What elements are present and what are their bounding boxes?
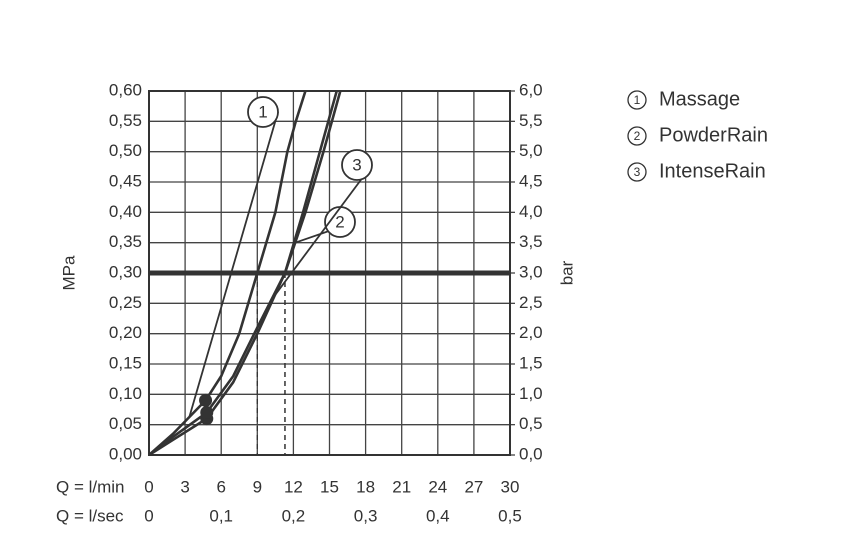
y-tick-label: 0,25 xyxy=(109,293,142,312)
x2-tick-label: 0,2 xyxy=(282,506,306,525)
y2-tick-label: 5,0 xyxy=(519,141,543,160)
y2-tick-label: 3,0 xyxy=(519,262,543,281)
y2-axis-label: bar xyxy=(557,260,576,285)
callout-circle xyxy=(247,96,279,128)
x-tick-label: 6 xyxy=(216,477,225,496)
y-tick-label: 0,15 xyxy=(109,353,142,372)
y2-tick-label: 2,0 xyxy=(519,323,543,342)
y-tick-label: 0,05 xyxy=(109,414,142,433)
marker xyxy=(200,406,214,420)
x-tick-label: 18 xyxy=(356,477,375,496)
legend-symbol xyxy=(627,90,647,110)
x-tick-label: 0 xyxy=(144,477,153,496)
legend-symbol xyxy=(627,162,647,182)
y-tick-label: 0,20 xyxy=(109,323,142,342)
x-tick-label: 21 xyxy=(392,477,411,496)
y2-tick-label: 1,0 xyxy=(519,384,543,403)
y-tick-label: 0,50 xyxy=(109,141,142,160)
y-tick-label: 0,60 xyxy=(109,80,142,99)
y2-tick-label: 2,5 xyxy=(519,293,543,312)
y2-tick-label: 0,5 xyxy=(519,414,543,433)
x-tick-label: 15 xyxy=(320,477,339,496)
x-axis-label: Q = l/min xyxy=(56,477,125,496)
y2-tick-label: 0,0 xyxy=(519,444,543,463)
legend-symbol-label: 1 xyxy=(634,93,641,107)
x-tick-label: 3 xyxy=(180,477,189,496)
y-tick-label: 0,45 xyxy=(109,171,142,190)
legend-label: IntenseRain xyxy=(659,160,766,182)
legend-label: Massage xyxy=(659,88,740,110)
x-tick-label: 9 xyxy=(253,477,262,496)
x2-axis-label: Q = l/sec xyxy=(56,506,124,525)
y2-tick-label: 4,0 xyxy=(519,202,543,221)
callout-leader xyxy=(188,111,279,418)
x2-tick-label: 0,3 xyxy=(354,506,378,525)
series-line xyxy=(148,90,338,457)
y-tick-label: 0,30 xyxy=(109,262,142,281)
legend-symbol-label: 2 xyxy=(634,129,641,143)
x2-tick-label: 0 xyxy=(144,506,153,525)
callout-label: 3 xyxy=(352,155,361,174)
legend-label: PowderRain xyxy=(659,124,768,146)
callout-label: 1 xyxy=(258,102,267,121)
series-line xyxy=(148,90,342,457)
callout-leader xyxy=(270,164,373,301)
x-tick-label: 12 xyxy=(284,477,303,496)
legend-symbol xyxy=(627,126,647,146)
legend-symbol-label: 3 xyxy=(634,165,641,179)
callout-circle xyxy=(341,149,373,181)
y-tick-label: 0,55 xyxy=(109,111,142,130)
y2-tick-label: 4,5 xyxy=(519,171,543,190)
callout-label: 2 xyxy=(335,212,344,231)
y2-tick-label: 5,5 xyxy=(519,111,543,130)
y-tick-label: 0,00 xyxy=(109,444,142,463)
marker xyxy=(199,393,213,407)
x-tick-label: 24 xyxy=(428,477,447,496)
series-line xyxy=(148,90,307,456)
y-axis-label: MPa xyxy=(59,255,78,291)
y-tick-label: 0,40 xyxy=(109,202,142,221)
x-tick-label: 27 xyxy=(464,477,483,496)
y2-tick-label: 6,0 xyxy=(519,80,543,99)
x2-tick-label: 0,1 xyxy=(209,506,233,525)
y2-tick-label: 1,5 xyxy=(519,353,543,372)
y-tick-label: 0,10 xyxy=(109,384,142,403)
x2-tick-label: 0,4 xyxy=(426,506,450,525)
x-tick-label: 30 xyxy=(501,477,520,496)
x2-tick-label: 0,5 xyxy=(498,506,522,525)
y-tick-label: 0,35 xyxy=(109,232,142,251)
y2-tick-label: 3,5 xyxy=(519,232,543,251)
